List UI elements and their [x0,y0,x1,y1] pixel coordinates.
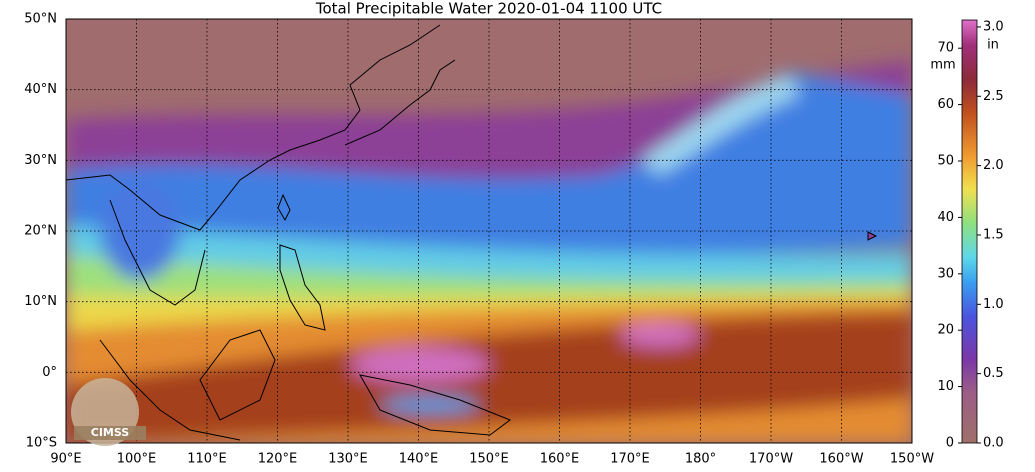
colorbar [961,19,978,444]
graticule [66,19,912,443]
lat-label: 0° [42,365,57,380]
mm-tick-label: 70 [937,41,954,56]
in-tick-label: 3.0 [983,19,1004,34]
mm-tick-label: 20 [937,323,954,338]
lon-label: 100°E [117,452,157,467]
title: Total Precipitable Water 2020-01-04 1100… [315,0,662,18]
lon-label: 170°W [749,452,793,467]
lon-label: 150°E [469,452,509,467]
in-tick-label: 0.0 [983,436,1004,451]
mm-tick-label: 60 [937,97,954,112]
logo-text: CIMSS [91,426,130,439]
in-tick-label: 1.5 [983,227,1004,242]
lat-label: 10°N [24,294,57,309]
lon-label: 160°W [819,452,863,467]
map-frame [65,18,913,444]
lon-label: 120°E [258,452,298,467]
lon-label: 90°E [50,452,81,467]
lat-label: 10°S [26,436,57,451]
mm-tick-label: 10 [937,379,954,394]
lon-label: 160°E [540,452,580,467]
lat-label: 20°N [24,224,57,239]
lat-label: 50°N [24,12,57,27]
in-tick-label: 2.0 [983,158,1004,173]
mm-tick-label: 40 [937,210,954,225]
colorbar-in-unit: in [987,38,999,53]
in-tick-label: 1.0 [983,297,1004,312]
lat-label: 40°N [24,82,57,97]
lon-label: 150°W [890,452,934,467]
in-tick-label: 2.5 [983,89,1004,104]
lon-label: 130°E [328,452,368,467]
colorbar-mm-unit: mm [930,58,955,73]
logo: CIMSS [71,378,146,446]
lon-label: 180° [685,452,716,467]
in-tick-label: 0.5 [983,366,1004,381]
lat-label: 30°N [24,153,57,168]
lon-label: 140°E [399,452,439,467]
mm-tick-label: 0 [946,436,954,451]
mm-tick-label: 30 [937,266,954,281]
mm-tick-label: 50 [937,154,954,169]
lon-label: 110°E [187,452,227,467]
lon-label: 170°E [610,452,650,467]
